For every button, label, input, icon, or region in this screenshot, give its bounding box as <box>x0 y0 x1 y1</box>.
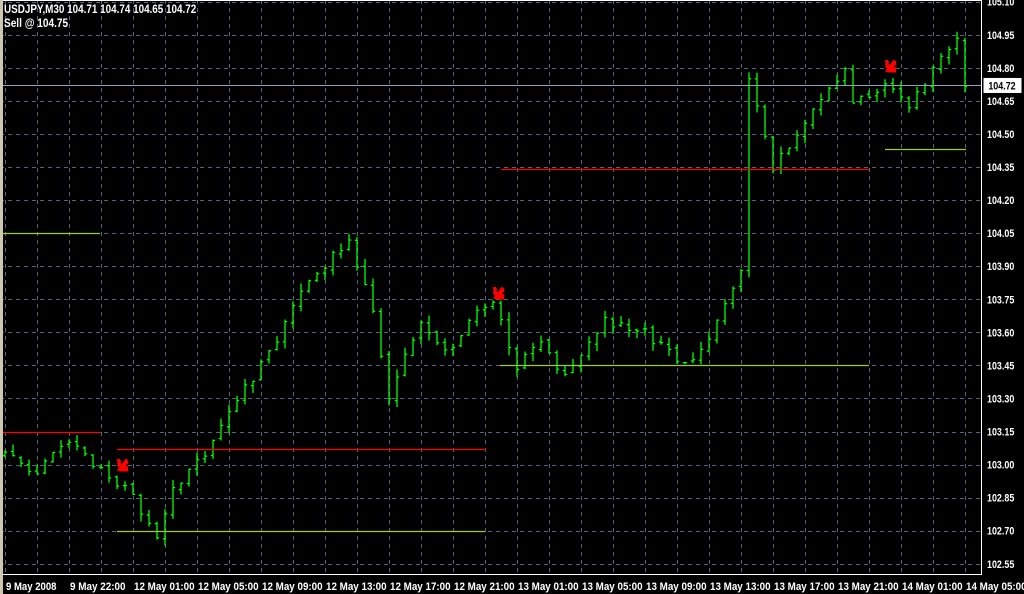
svg-text:103.60: 103.60 <box>987 327 1014 339</box>
svg-text:103.00: 103.00 <box>987 460 1014 472</box>
svg-text:104.20: 104.20 <box>987 195 1014 207</box>
svg-text:14 May 01:00: 14 May 01:00 <box>902 581 963 593</box>
svg-text:13 May 05:00: 13 May 05:00 <box>582 581 643 593</box>
svg-text:13 May 01:00: 13 May 01:00 <box>518 581 579 593</box>
svg-text:12 May 05:00: 12 May 05:00 <box>198 581 259 593</box>
svg-text:13 May 09:00: 13 May 09:00 <box>646 581 707 593</box>
svg-text:USDJPY,M30 104.71 104.74 104.: USDJPY,M30 104.71 104.74 104.65 104.72 <box>4 4 196 16</box>
svg-text:12 May 09:00: 12 May 09:00 <box>262 581 323 593</box>
svg-text:9 May 22:00: 9 May 22:00 <box>70 581 126 593</box>
svg-text:14 May 05:00: 14 May 05:00 <box>966 581 1024 593</box>
svg-text:104.95: 104.95 <box>987 30 1014 42</box>
svg-text:104.80: 104.80 <box>987 63 1014 75</box>
svg-text:9 May 2008: 9 May 2008 <box>6 581 57 593</box>
svg-text:102.85: 102.85 <box>987 493 1014 505</box>
svg-text:103.90: 103.90 <box>987 261 1014 273</box>
svg-text:104.65: 104.65 <box>987 96 1014 108</box>
svg-text:12 May 01:00: 12 May 01:00 <box>134 581 195 593</box>
svg-text:103.15: 103.15 <box>987 427 1014 439</box>
svg-text:103.45: 103.45 <box>987 360 1014 372</box>
svg-text:104.50: 104.50 <box>987 129 1014 141</box>
svg-text:13 May 13:00: 13 May 13:00 <box>710 581 771 593</box>
svg-text:104.35: 104.35 <box>987 162 1014 174</box>
svg-text:103.30: 103.30 <box>987 393 1014 405</box>
svg-text:104.72: 104.72 <box>988 80 1015 92</box>
svg-text:104.05: 104.05 <box>987 228 1014 240</box>
svg-text:102.70: 102.70 <box>987 526 1014 538</box>
svg-text:Sell @ 104.75: Sell @ 104.75 <box>4 18 69 30</box>
svg-text:105.10: 105.10 <box>987 0 1014 9</box>
svg-text:102.55: 102.55 <box>987 559 1014 571</box>
svg-text:103.75: 103.75 <box>987 294 1014 306</box>
svg-text:12 May 21:00: 12 May 21:00 <box>454 581 515 593</box>
svg-text:13 May 21:00: 13 May 21:00 <box>838 581 899 593</box>
svg-text:12 May 17:00: 12 May 17:00 <box>390 581 451 593</box>
svg-text:13 May 17:00: 13 May 17:00 <box>774 581 835 593</box>
svg-text:12 May 13:00: 12 May 13:00 <box>326 581 387 593</box>
